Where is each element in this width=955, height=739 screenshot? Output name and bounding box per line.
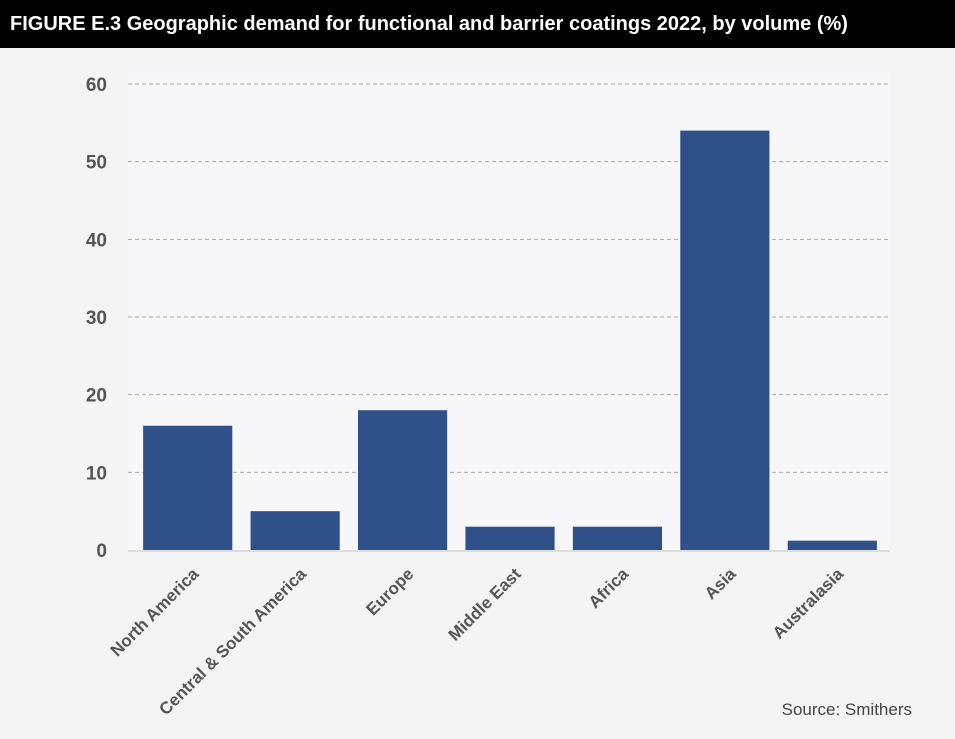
y-tick-label: 0 <box>96 541 107 562</box>
y-tick-label: 50 <box>86 153 107 174</box>
bar <box>465 526 555 550</box>
x-tick-label: Africa <box>585 564 633 612</box>
bar <box>680 130 770 550</box>
title-bar: FIGURE E.3 Geographic demand for functio… <box>0 0 955 48</box>
source-note: Source: Smithers <box>781 700 912 719</box>
bar <box>143 425 233 550</box>
x-tick-label: Europe <box>363 564 418 619</box>
bar <box>787 540 877 550</box>
y-tick-label: 30 <box>86 308 107 329</box>
x-tick-label: Australasia <box>769 564 848 643</box>
y-tick-label: 40 <box>86 230 107 251</box>
x-tick-label: Asia <box>701 564 740 603</box>
x-tick-label: North America <box>107 564 203 660</box>
plot-area <box>128 72 890 552</box>
y-tick-label: 60 <box>86 75 107 96</box>
bar <box>250 511 340 550</box>
chart-title: FIGURE E.3 Geographic demand for functio… <box>10 13 848 35</box>
x-tick-label: Middle East <box>445 564 525 644</box>
bar <box>357 410 448 550</box>
y-tick-label: 20 <box>86 386 107 407</box>
bar <box>572 526 663 550</box>
y-tick-label: 10 <box>86 463 107 484</box>
